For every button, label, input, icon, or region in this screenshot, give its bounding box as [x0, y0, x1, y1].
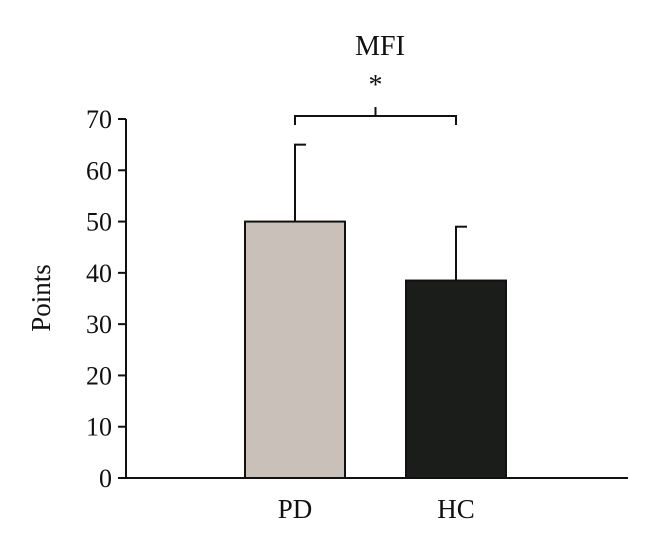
y-tick-label: 10	[86, 413, 112, 442]
y-tick-label: 50	[86, 208, 112, 237]
significance-bracket	[294, 107, 457, 125]
bar-pd	[244, 220, 346, 479]
y-tick-label: 60	[86, 156, 112, 185]
y-tick-label: 30	[86, 310, 112, 339]
y-axis-label: Points	[26, 264, 56, 332]
bar-hc	[405, 279, 507, 479]
y-tick-label: 70	[86, 105, 112, 134]
y-tick-label: 0	[99, 464, 112, 493]
significance-marker: *	[369, 70, 383, 101]
y-tick-label: 40	[86, 259, 112, 288]
x-tick-label: HC	[437, 494, 475, 524]
plot-area: 0 10 20 30 40 50 60 70 PD HC *	[86, 70, 628, 524]
chart-title: MFI	[355, 31, 405, 62]
x-tick-label: PD	[278, 494, 313, 524]
y-tick-label: 20	[86, 361, 112, 390]
